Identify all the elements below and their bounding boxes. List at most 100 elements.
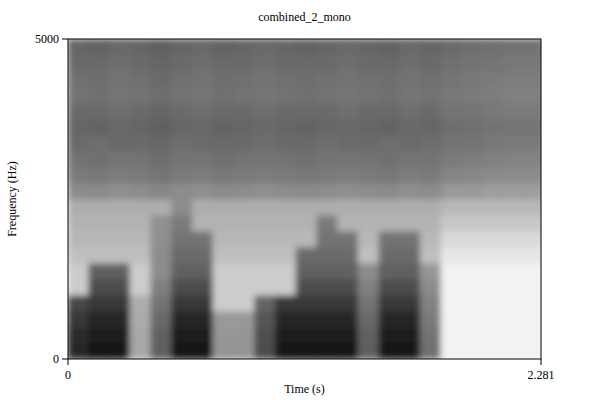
cell — [524, 295, 541, 312]
cell — [171, 295, 193, 312]
cell — [441, 183, 463, 200]
cell — [399, 87, 421, 104]
cell — [482, 183, 504, 200]
cell — [88, 55, 110, 72]
cell — [254, 71, 276, 88]
cell — [254, 55, 276, 72]
cell — [379, 71, 401, 88]
cell — [441, 39, 463, 56]
cell — [213, 103, 235, 120]
cell — [109, 199, 131, 216]
cell — [254, 263, 276, 280]
cell — [171, 327, 193, 344]
cell — [296, 183, 318, 200]
cell — [275, 87, 297, 104]
cell — [524, 263, 541, 280]
cell — [213, 183, 235, 200]
cell — [337, 311, 359, 328]
cell — [358, 39, 380, 56]
cell — [524, 199, 541, 216]
cell — [482, 215, 504, 232]
cell — [482, 103, 504, 120]
cell — [337, 151, 359, 168]
cell — [503, 343, 525, 360]
cell — [296, 295, 318, 312]
cell — [358, 135, 380, 152]
cell — [150, 119, 172, 136]
cell — [461, 103, 483, 120]
cell — [233, 279, 255, 296]
cell — [524, 55, 541, 72]
cell — [503, 183, 525, 200]
cell — [233, 55, 255, 72]
cell — [379, 247, 401, 264]
cell — [379, 135, 401, 152]
cell — [503, 135, 525, 152]
cell — [109, 71, 131, 88]
cell — [420, 87, 442, 104]
cell — [109, 295, 131, 312]
cell — [482, 295, 504, 312]
cell — [192, 311, 214, 328]
cell — [358, 311, 380, 328]
cell — [275, 55, 297, 72]
cell — [316, 167, 338, 184]
cell — [233, 311, 255, 328]
cell — [461, 311, 483, 328]
cell — [213, 343, 235, 360]
cell — [150, 135, 172, 152]
cell — [192, 87, 214, 104]
cell — [316, 151, 338, 168]
cell — [316, 247, 338, 264]
cell — [88, 279, 110, 296]
cell — [296, 199, 318, 216]
cell — [358, 167, 380, 184]
cell — [316, 39, 338, 56]
cell — [171, 119, 193, 136]
cell — [420, 311, 442, 328]
cell — [171, 55, 193, 72]
cell — [503, 119, 525, 136]
cell — [254, 39, 276, 56]
cell — [441, 199, 463, 216]
cell — [358, 231, 380, 248]
cell — [171, 151, 193, 168]
cell — [316, 119, 338, 136]
cell — [482, 327, 504, 344]
cell — [150, 231, 172, 248]
cell — [441, 311, 463, 328]
cell — [296, 215, 318, 232]
cell — [130, 119, 152, 136]
cell — [275, 135, 297, 152]
cell — [420, 71, 442, 88]
cell — [88, 231, 110, 248]
cell — [337, 231, 359, 248]
cell — [461, 87, 483, 104]
cell — [399, 279, 421, 296]
cell — [379, 343, 401, 360]
cell — [192, 247, 214, 264]
cell — [296, 87, 318, 104]
cell — [420, 151, 442, 168]
cell — [379, 215, 401, 232]
cell — [68, 263, 89, 280]
cell — [337, 247, 359, 264]
cell — [316, 327, 338, 344]
cell — [503, 231, 525, 248]
cell — [88, 183, 110, 200]
cell — [254, 215, 276, 232]
cell — [524, 183, 541, 200]
cell — [171, 103, 193, 120]
cell — [399, 231, 421, 248]
cell — [275, 215, 297, 232]
cell — [213, 39, 235, 56]
cell — [254, 295, 276, 312]
cell — [254, 311, 276, 328]
cell — [482, 151, 504, 168]
cell — [441, 119, 463, 136]
cell — [316, 183, 338, 200]
cell — [88, 263, 110, 280]
cell — [503, 167, 525, 184]
y-tick — [62, 359, 68, 360]
cell — [296, 55, 318, 72]
